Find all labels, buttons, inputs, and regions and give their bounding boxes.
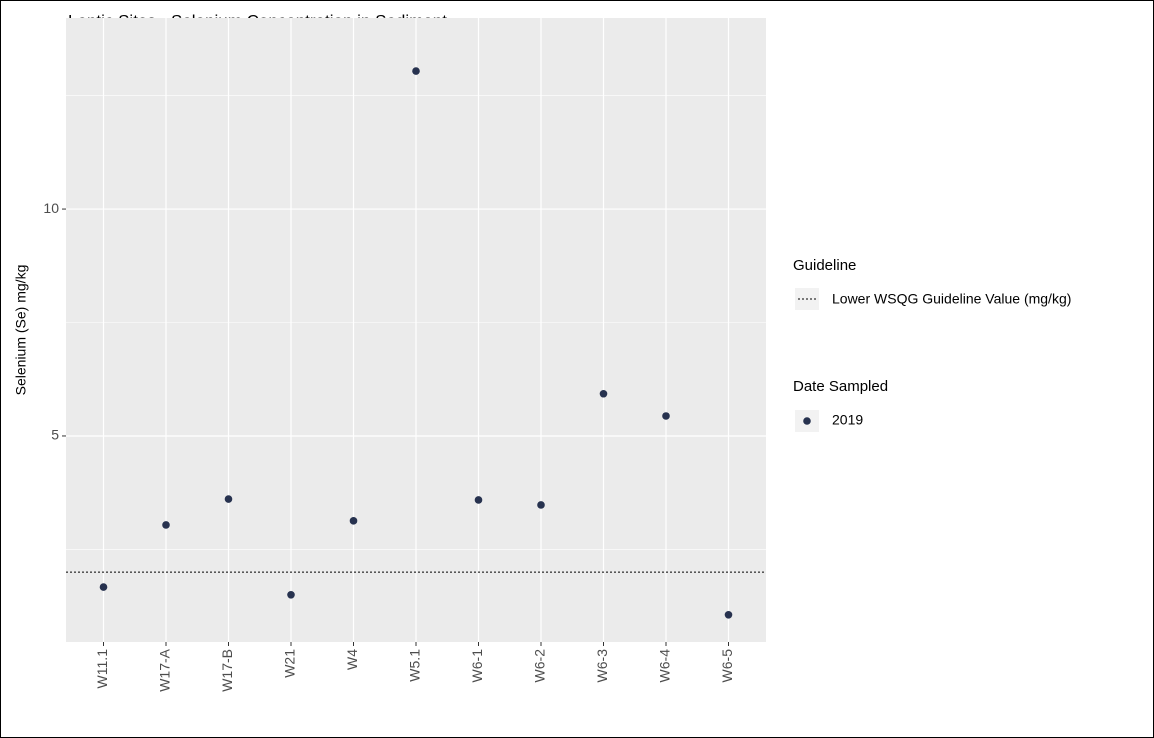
x-tick-label: W6-3 bbox=[594, 649, 610, 683]
x-tick-label: W5.1 bbox=[407, 649, 423, 682]
point bbox=[474, 496, 483, 504]
x-tick-label: W21 bbox=[282, 649, 298, 678]
x-tick-label: W11.1 bbox=[94, 649, 110, 689]
x-tick-label: W4 bbox=[344, 649, 360, 670]
legend-title: Date Sampled bbox=[793, 378, 888, 395]
legend-label: Lower WSQG Guideline Value (mg/kg) bbox=[832, 291, 1071, 307]
y-tick-label: 10 bbox=[43, 200, 59, 216]
legend-title: Guideline bbox=[793, 257, 856, 274]
point bbox=[162, 521, 170, 529]
x-tick-label: W17-A bbox=[157, 648, 173, 691]
x-tick-label: W6-1 bbox=[469, 649, 485, 683]
y-axis-label: Selenium (Se) mg/kg bbox=[13, 265, 29, 396]
point bbox=[537, 501, 545, 509]
point bbox=[662, 412, 670, 420]
legend-label: 2019 bbox=[832, 412, 863, 428]
y-tick-label: 5 bbox=[51, 427, 59, 443]
x-tick-label: W17-B bbox=[219, 649, 235, 692]
point bbox=[599, 389, 608, 398]
point bbox=[287, 591, 295, 599]
x-tick-label: W6-2 bbox=[532, 649, 548, 683]
point bbox=[99, 583, 108, 591]
point bbox=[724, 610, 733, 619]
legend-point bbox=[803, 417, 811, 425]
point bbox=[412, 67, 420, 75]
x-tick-label: W6-5 bbox=[719, 649, 735, 683]
point bbox=[224, 495, 233, 503]
x-tick-label: W6-4 bbox=[657, 649, 673, 683]
point bbox=[349, 517, 358, 525]
